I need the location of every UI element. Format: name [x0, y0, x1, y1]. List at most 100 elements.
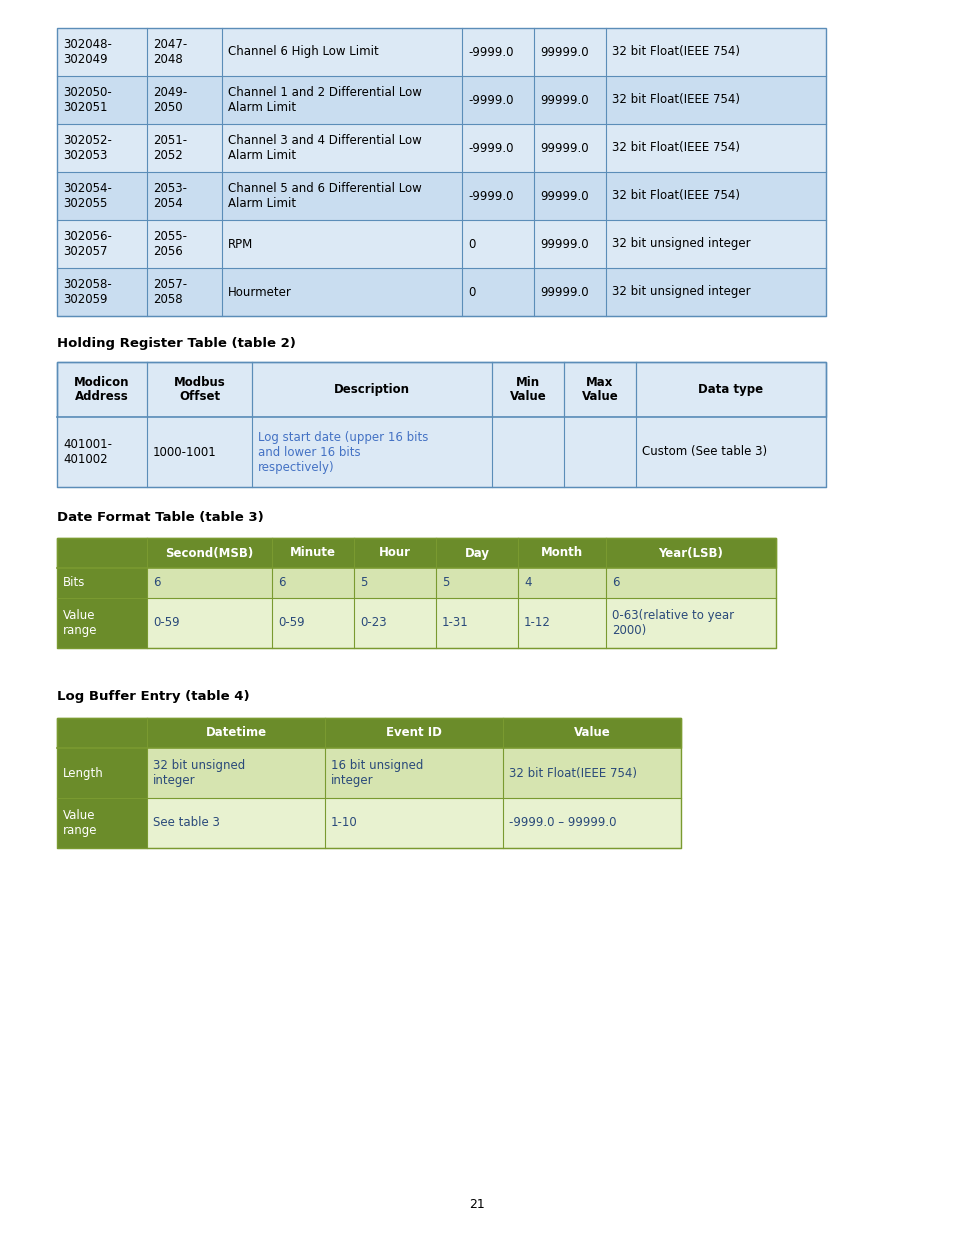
Bar — [57, 798, 680, 848]
Text: 6: 6 — [152, 577, 160, 589]
Text: Day: Day — [464, 547, 489, 559]
Text: 99999.0: 99999.0 — [539, 189, 588, 203]
Text: 32 bit Float(IEEE 754): 32 bit Float(IEEE 754) — [509, 767, 637, 779]
Text: 2049-
2050: 2049- 2050 — [152, 86, 187, 114]
Text: 32 bit Float(IEEE 754): 32 bit Float(IEEE 754) — [612, 142, 740, 154]
Text: -9999.0 – 99999.0: -9999.0 – 99999.0 — [509, 816, 616, 830]
Text: Hour: Hour — [378, 547, 411, 559]
Bar — [57, 362, 825, 487]
Bar — [57, 172, 825, 220]
Text: Datetime: Datetime — [205, 726, 266, 740]
Text: 32 bit unsigned
integer: 32 bit unsigned integer — [152, 760, 245, 787]
Text: Modbus
Offset: Modbus Offset — [173, 375, 225, 404]
Bar — [57, 598, 775, 648]
Text: 302056-
302057: 302056- 302057 — [63, 230, 112, 258]
Bar — [492, 362, 563, 417]
Bar — [57, 568, 147, 598]
Bar — [57, 417, 825, 487]
Bar — [325, 718, 502, 748]
Text: Bits: Bits — [63, 577, 85, 589]
Text: Minute: Minute — [290, 547, 335, 559]
Text: 1-12: 1-12 — [523, 616, 550, 630]
Text: 302050-
302051: 302050- 302051 — [63, 86, 112, 114]
Text: RPM: RPM — [228, 237, 253, 251]
Text: See table 3: See table 3 — [152, 816, 219, 830]
Bar — [563, 362, 636, 417]
Bar — [147, 362, 252, 417]
Text: Log Buffer Entry (table 4): Log Buffer Entry (table 4) — [57, 690, 250, 703]
Bar — [57, 268, 825, 316]
Text: Channel 6 High Low Limit: Channel 6 High Low Limit — [228, 46, 378, 58]
Text: 1000-1001: 1000-1001 — [152, 446, 216, 458]
Text: 302058-
302059: 302058- 302059 — [63, 278, 112, 306]
Bar — [57, 718, 680, 848]
Text: 99999.0: 99999.0 — [539, 46, 588, 58]
Text: 6: 6 — [612, 577, 618, 589]
Text: 302054-
302055: 302054- 302055 — [63, 182, 112, 210]
Text: Channel 3 and 4 Differential Low
Alarm Limit: Channel 3 and 4 Differential Low Alarm L… — [228, 135, 421, 162]
Text: 32 bit Float(IEEE 754): 32 bit Float(IEEE 754) — [612, 189, 740, 203]
Text: Date Format Table (table 3): Date Format Table (table 3) — [57, 511, 263, 524]
Bar — [147, 718, 325, 748]
Text: 5: 5 — [441, 577, 449, 589]
Bar — [57, 568, 775, 598]
Bar — [57, 748, 680, 798]
Text: 0-59: 0-59 — [277, 616, 304, 630]
Bar — [57, 538, 775, 648]
Text: Max
Value: Max Value — [581, 375, 618, 404]
Text: Holding Register Table (table 2): Holding Register Table (table 2) — [57, 337, 295, 350]
Text: 302048-
302049: 302048- 302049 — [63, 38, 112, 65]
Bar — [517, 538, 605, 568]
Text: 32 bit Float(IEEE 754): 32 bit Float(IEEE 754) — [612, 46, 740, 58]
Text: 2057-
2058: 2057- 2058 — [152, 278, 187, 306]
Text: 2051-
2052: 2051- 2052 — [152, 135, 187, 162]
Bar — [57, 538, 775, 568]
Text: 32 bit unsigned integer: 32 bit unsigned integer — [612, 237, 750, 251]
Bar — [436, 538, 517, 568]
Bar — [147, 538, 272, 568]
Text: Log start date (upper 16 bits
and lower 16 bits
respectively): Log start date (upper 16 bits and lower … — [257, 431, 428, 473]
Bar — [57, 124, 825, 172]
Bar — [252, 362, 492, 417]
Bar — [354, 538, 436, 568]
Text: -9999.0: -9999.0 — [468, 189, 513, 203]
Text: 302052-
302053: 302052- 302053 — [63, 135, 112, 162]
Bar — [272, 538, 354, 568]
Text: 401001-
401002: 401001- 401002 — [63, 438, 112, 466]
Text: Channel 1 and 2 Differential Low
Alarm Limit: Channel 1 and 2 Differential Low Alarm L… — [228, 86, 421, 114]
Text: 0-23: 0-23 — [359, 616, 386, 630]
Text: 99999.0: 99999.0 — [539, 285, 588, 299]
Text: 6: 6 — [277, 577, 285, 589]
Bar — [57, 748, 147, 798]
Text: 99999.0: 99999.0 — [539, 142, 588, 154]
Text: 0-59: 0-59 — [152, 616, 179, 630]
Text: Hourmeter: Hourmeter — [228, 285, 292, 299]
Bar — [636, 362, 825, 417]
Text: Data type: Data type — [698, 383, 762, 396]
Text: 32 bit Float(IEEE 754): 32 bit Float(IEEE 754) — [612, 94, 740, 106]
Bar — [57, 362, 825, 417]
Bar — [605, 538, 775, 568]
Bar — [57, 28, 825, 77]
Text: 2055-
2056: 2055- 2056 — [152, 230, 187, 258]
Bar — [57, 718, 147, 748]
Bar — [57, 77, 825, 124]
Text: Modicon
Address: Modicon Address — [74, 375, 130, 404]
Text: Value: Value — [573, 726, 610, 740]
Text: Length: Length — [63, 767, 104, 779]
Bar — [57, 28, 825, 316]
Text: 0-63(relative to year
2000): 0-63(relative to year 2000) — [612, 609, 734, 637]
Bar — [57, 538, 147, 568]
Text: Min
Value: Min Value — [509, 375, 546, 404]
Text: 2047-
2048: 2047- 2048 — [152, 38, 187, 65]
Text: 32 bit unsigned integer: 32 bit unsigned integer — [612, 285, 750, 299]
Text: -9999.0: -9999.0 — [468, 46, 513, 58]
Text: Month: Month — [540, 547, 582, 559]
Text: 0: 0 — [468, 237, 475, 251]
Text: 2053-
2054: 2053- 2054 — [152, 182, 187, 210]
Text: Channel 5 and 6 Differential Low
Alarm Limit: Channel 5 and 6 Differential Low Alarm L… — [228, 182, 421, 210]
Text: 99999.0: 99999.0 — [539, 237, 588, 251]
Bar — [57, 798, 147, 848]
Text: 1-10: 1-10 — [331, 816, 357, 830]
Text: 5: 5 — [359, 577, 367, 589]
